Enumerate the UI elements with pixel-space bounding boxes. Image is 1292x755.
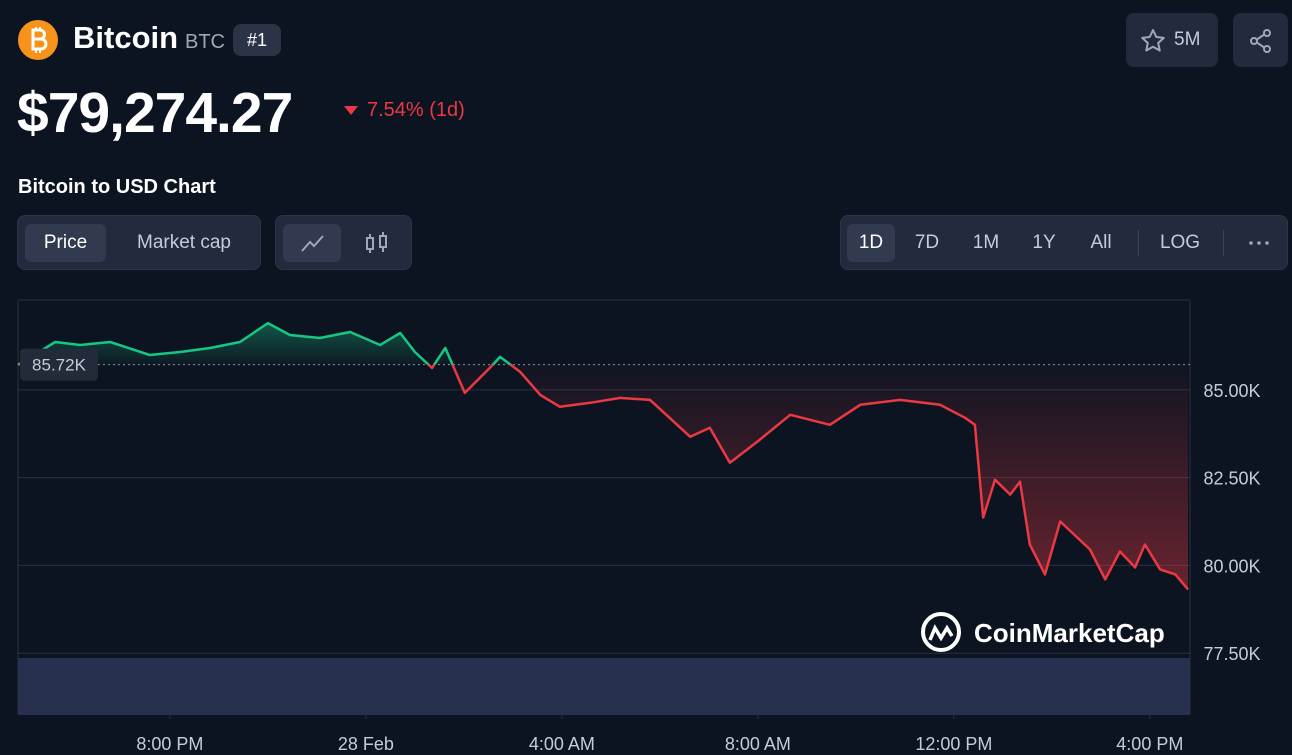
divider: [1223, 230, 1224, 256]
x-tick-label: 8:00 AM: [725, 734, 791, 754]
line-tab[interactable]: [283, 224, 341, 262]
share-button[interactable]: [1233, 13, 1288, 67]
chart-title: Bitcoin to USD Chart: [18, 176, 216, 198]
area-up: [18, 323, 511, 365]
down-arrow: [344, 106, 358, 115]
rank-badge: #1: [233, 24, 281, 56]
watermark: CoinMarketCap: [974, 618, 1165, 648]
chart: CoinMarketCap 77.50K 80.00K 82.50K 85.00K 8:…: [17, 299, 1261, 754]
x-tick-label: 8:00 PM: [136, 734, 203, 754]
tab[interactable]: All: [1090, 232, 1112, 253]
area-down: [18, 364, 1188, 590]
divider: [1138, 230, 1139, 256]
price-line: [17, 321, 1189, 591]
y-tick-label: 85.00K: [1203, 381, 1260, 401]
more-tab[interactable]: [1236, 224, 1282, 262]
range-tabs: 1D 7D 1M 1Y All LOG: [840, 215, 1288, 270]
x-tick-label: 4:00 PM: [1116, 734, 1183, 754]
tab[interactable]: Price: [25, 224, 106, 262]
candle-tab[interactable]: [348, 224, 406, 262]
chart-kind-tabs: [275, 215, 412, 270]
volume-band: [18, 658, 1190, 715]
y-tick-label: 77.50K: [1203, 644, 1260, 664]
x-tick-label: 4:00 AM: [529, 734, 595, 754]
tab[interactable]: 7D: [914, 232, 940, 253]
baseline-label-bg: [20, 348, 98, 381]
tab[interactable]: LOG: [1159, 232, 1201, 253]
star-icon: [1141, 29, 1165, 52]
watermark-logo: [921, 612, 961, 652]
coin-name: Bitcoin: [73, 20, 179, 55]
logo: [18, 20, 58, 60]
x-tick-label: 28 Feb: [338, 734, 394, 754]
watchlist-button[interactable]: 5M: [1126, 13, 1218, 67]
metric-tabs: Price Market cap: [17, 215, 261, 270]
y-tick-label: 80.00K: [1203, 556, 1260, 576]
price: $79,274.27: [17, 81, 293, 145]
price-change: 7.54% (1d): [367, 99, 465, 121]
x-tick-label: 12:00 PM: [915, 734, 992, 754]
tab[interactable]: 1Y: [1032, 232, 1056, 253]
coin-symbol: BTC: [185, 31, 225, 53]
tab[interactable]: 1D: [847, 224, 895, 262]
y-tick-label: 82.50K: [1203, 469, 1260, 489]
watchlist-count: 5M: [1174, 29, 1201, 50]
baseline-label: 85.72K: [32, 356, 87, 375]
tab[interactable]: 1M: [972, 232, 1000, 253]
share-icon: [1250, 29, 1271, 53]
tab[interactable]: Market cap: [137, 232, 231, 253]
